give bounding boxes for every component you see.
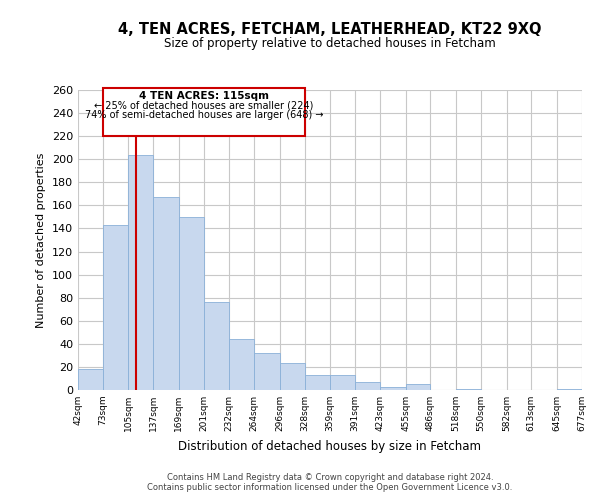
X-axis label: Distribution of detached houses by size in Fetcham: Distribution of detached houses by size … bbox=[179, 440, 482, 452]
Bar bbox=[305, 375, 329, 390]
Y-axis label: Number of detached properties: Number of detached properties bbox=[37, 152, 46, 328]
FancyBboxPatch shape bbox=[103, 88, 305, 136]
Bar bbox=[406, 384, 430, 390]
Bar bbox=[254, 353, 280, 390]
Text: Contains public sector information licensed under the Open Government Licence v3: Contains public sector information licen… bbox=[148, 484, 512, 492]
Bar bbox=[78, 369, 103, 390]
Bar bbox=[229, 339, 254, 390]
Text: 4, TEN ACRES, FETCHAM, LEATHERHEAD, KT22 9XQ: 4, TEN ACRES, FETCHAM, LEATHERHEAD, KT22… bbox=[118, 22, 542, 38]
Bar bbox=[280, 364, 305, 390]
Text: 4 TEN ACRES: 115sqm: 4 TEN ACRES: 115sqm bbox=[139, 91, 269, 101]
Bar bbox=[456, 389, 481, 390]
Bar bbox=[204, 302, 229, 390]
Bar bbox=[154, 198, 179, 390]
Bar bbox=[179, 217, 204, 390]
Text: 74% of semi-detached houses are larger (648) →: 74% of semi-detached houses are larger (… bbox=[85, 110, 323, 120]
Bar bbox=[557, 389, 582, 390]
Bar bbox=[329, 375, 355, 390]
Text: Contains HM Land Registry data © Crown copyright and database right 2024.: Contains HM Land Registry data © Crown c… bbox=[167, 474, 493, 482]
Bar bbox=[355, 382, 380, 390]
Text: Size of property relative to detached houses in Fetcham: Size of property relative to detached ho… bbox=[164, 38, 496, 51]
Bar bbox=[103, 225, 128, 390]
Text: ← 25% of detached houses are smaller (224): ← 25% of detached houses are smaller (22… bbox=[94, 100, 313, 110]
Bar bbox=[380, 386, 406, 390]
Bar bbox=[128, 154, 154, 390]
